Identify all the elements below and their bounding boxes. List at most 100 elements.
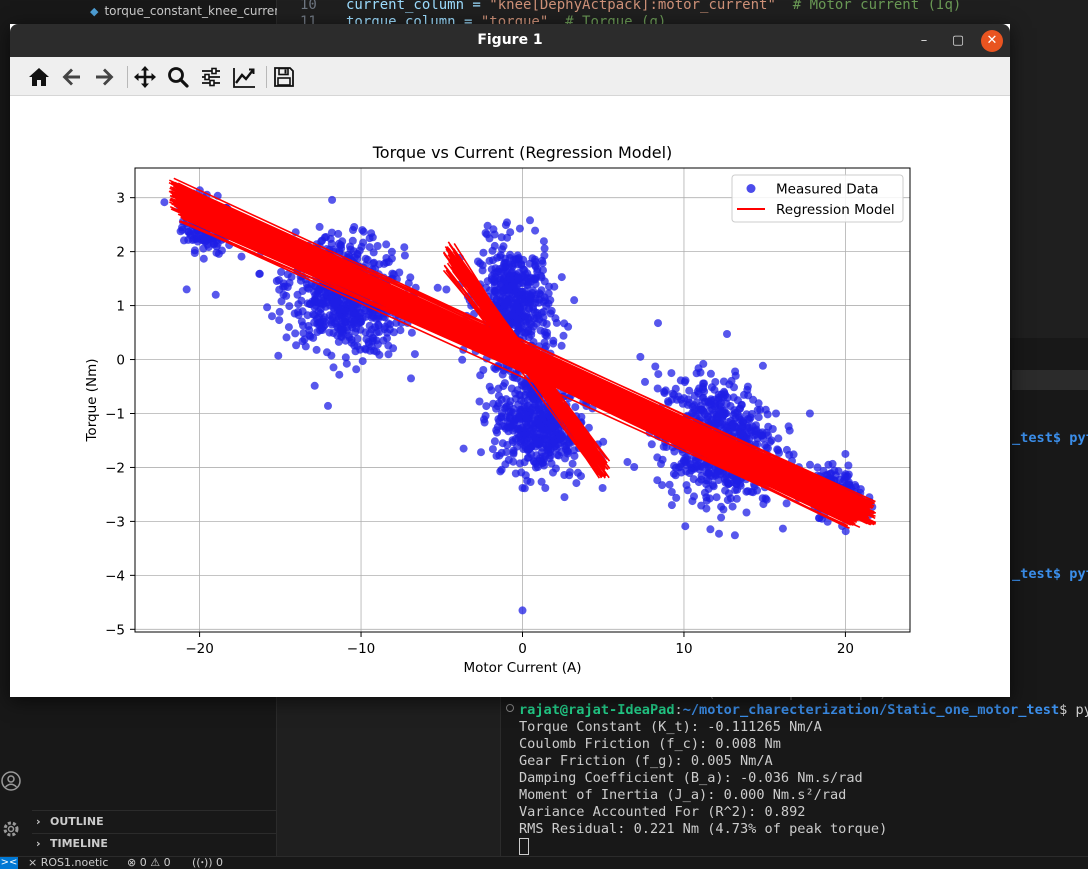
- minimize-button[interactable]: –: [920, 33, 928, 48]
- terminal-prompt: rajat@rajat-IdeaPad:~/motor_charecteriza…: [519, 702, 1088, 718]
- data-point: [841, 449, 850, 458]
- zoom-magnifier-icon[interactable]: [166, 65, 190, 89]
- data-point: [515, 224, 524, 233]
- data-point: [763, 444, 772, 453]
- data-point: [358, 314, 367, 323]
- data-point: [547, 423, 556, 432]
- account-icon[interactable]: [0, 770, 22, 792]
- status-problems[interactable]: ⊗ 0 ⚠ 0: [127, 856, 171, 869]
- explorer-file-item[interactable]: ◆ torque_constant_knee_current...: [90, 4, 298, 18]
- timeline-section-header[interactable]: › TIMELINE: [36, 837, 108, 850]
- data-point: [542, 302, 551, 310]
- terminal-tab-strip[interactable]: [1012, 370, 1088, 390]
- data-point: [511, 298, 520, 307]
- data-point: [716, 470, 724, 479]
- data-point: [317, 324, 326, 333]
- data-point: [513, 386, 522, 395]
- data-point: [697, 475, 706, 484]
- data-point: [535, 289, 544, 298]
- data-point: [381, 323, 389, 331]
- y-tick-label: 3: [116, 191, 125, 207]
- data-point: [738, 422, 747, 431]
- data-point: [568, 459, 577, 468]
- data-point: [406, 273, 415, 282]
- data-point: [350, 223, 359, 231]
- data-point: [697, 501, 706, 510]
- matplotlib-toolbar: [10, 57, 1010, 96]
- data-point: [387, 247, 396, 256]
- data-point: [359, 227, 368, 236]
- data-point: [785, 450, 794, 459]
- home-icon[interactable]: [27, 65, 51, 89]
- data-point: [433, 283, 442, 292]
- data-point: [508, 436, 517, 445]
- data-point: [487, 386, 496, 395]
- data-point: [654, 319, 662, 328]
- save-floppy-icon[interactable]: [272, 65, 296, 89]
- data-point: [667, 369, 676, 378]
- data-point: [517, 295, 526, 304]
- window-titlebar[interactable]: Figure 1 – ▢ ✕: [10, 24, 1010, 57]
- chart-title: Torque vs Current (Regression Model): [372, 143, 673, 162]
- close-icon: ×: [28, 856, 41, 869]
- data-point: [733, 396, 742, 405]
- data-point: [815, 514, 823, 523]
- figure-window: Figure 1 – ▢ ✕ −20 −10 0 10 20 3 2 1 0 −1 −2 −3 −4 −5…: [10, 24, 1010, 697]
- data-point: [352, 365, 361, 374]
- data-point: [479, 248, 488, 257]
- plot-marks: [160, 177, 877, 615]
- terminal-command-decoration[interactable]: [506, 704, 514, 712]
- data-point: [334, 229, 343, 238]
- data-point: [306, 300, 315, 309]
- data-point: [598, 484, 607, 492]
- data-point: [518, 483, 527, 492]
- status-branch[interactable]: × ROS1.noetic: [28, 856, 109, 869]
- edit-axis-line-icon[interactable]: [232, 65, 256, 89]
- data-point: [682, 481, 691, 490]
- data-point: [284, 323, 293, 332]
- chevron-right-icon: ›: [36, 815, 41, 828]
- data-point: [774, 434, 783, 443]
- remote-indicator[interactable]: ><: [0, 857, 18, 869]
- data-point: [758, 361, 767, 370]
- back-arrow-icon[interactable]: [60, 65, 84, 89]
- status-ports[interactable]: ((ꞏ)) 0: [192, 856, 224, 869]
- data-point: [584, 423, 593, 432]
- data-point: [160, 198, 169, 207]
- data-point: [382, 240, 391, 249]
- data-point: [771, 409, 780, 418]
- data-point: [475, 397, 484, 406]
- data-point: [806, 460, 814, 469]
- data-point: [504, 455, 513, 464]
- outline-section-header[interactable]: › OUTLINE: [36, 815, 104, 828]
- y-tick-label: 0: [116, 353, 125, 369]
- data-point: [823, 517, 832, 526]
- data-point: [757, 431, 766, 440]
- data-point: [302, 280, 311, 289]
- configure-subplots-icon[interactable]: [199, 65, 223, 89]
- data-point: [856, 485, 865, 494]
- data-point: [653, 476, 662, 485]
- close-button[interactable]: ✕: [981, 30, 1003, 52]
- pan-move-icon[interactable]: [133, 65, 157, 89]
- data-point: [546, 296, 555, 305]
- data-point: [711, 378, 720, 386]
- data-point: [669, 469, 678, 478]
- y-tick-label: −1: [105, 406, 125, 422]
- data-point: [536, 271, 545, 280]
- data-point: [237, 252, 246, 261]
- maximize-button[interactable]: ▢: [951, 33, 965, 48]
- data-point: [506, 228, 515, 237]
- data-point: [373, 242, 382, 250]
- plot-canvas[interactable]: −20 −10 0 10 20 3 2 1 0 −1 −2 −3 −4 −5 Torque vs Curre…: [10, 96, 1010, 697]
- x-axis-label: Motor Current (A): [463, 660, 581, 676]
- settings-gear-icon[interactable]: [0, 818, 22, 840]
- forward-arrow-icon[interactable]: [92, 65, 116, 89]
- data-point: [704, 397, 713, 406]
- data-point: [478, 261, 487, 270]
- data-point: [494, 285, 503, 294]
- terminal-output-line: Moment of Inertia (J_a): 0.000 Nm.s²/rad: [519, 787, 847, 803]
- data-point: [329, 363, 338, 372]
- data-point: [335, 370, 344, 379]
